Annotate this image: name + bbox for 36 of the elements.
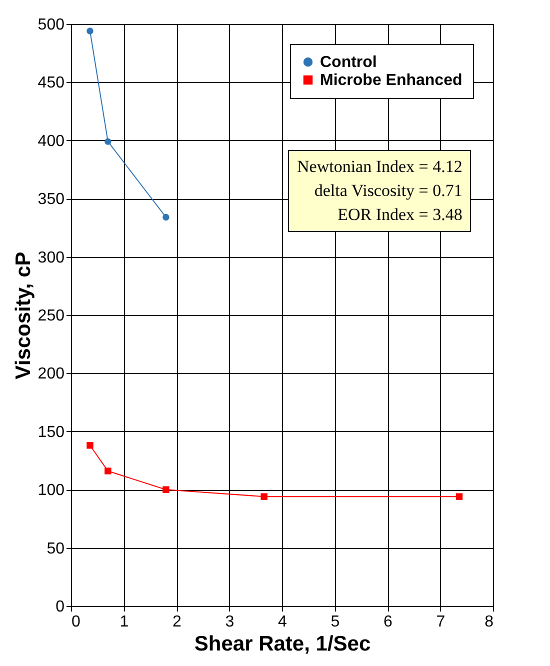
y-tick-label: 100 [38,482,65,500]
point [104,138,112,145]
x-tick-label: 8 [484,614,494,630]
y-axis-title: Viscosity, cP [12,252,35,380]
y-tick-label: 50 [46,540,65,558]
x-tick-label: 3 [225,614,234,630]
x-tick-label: 4 [278,614,288,630]
legend-label: Microbe Enhanced [320,72,462,89]
y-tick-label: 250 [38,308,65,324]
y-tick-label: 450 [38,74,65,92]
y-tick-label: 150 [38,424,65,441]
x-tick-label: 7 [436,614,446,630]
y-tick-label: 400 [38,132,65,150]
x-tick-label: 2 [172,614,182,630]
x-tick-label: 1 [120,614,129,630]
point [86,28,94,34]
note-box: Newtonian Index = 4.12 delta Viscosity = 0.71 EOR Index = 3.48 [288,150,472,232]
x-tick-label: 0 [72,614,80,630]
point [86,442,94,449]
point [104,468,112,474]
y-tick-label: 300 [38,249,65,266]
x-axis-title: Shear Rate, 1/Sec [194,632,371,656]
point [456,493,463,500]
annotation: EOR Index = 3.48 [336,204,462,226]
y-tick-label: 200 [38,366,65,383]
x-tick-label: 5 [330,614,340,630]
x-tick-label: 6 [384,614,393,630]
y-tick-label: 0 [56,598,65,616]
point [260,493,268,500]
y-tick-label: 350 [38,191,65,208]
y-tick-label: 500 [38,16,65,34]
point [162,486,170,493]
legend-label: Control [320,54,377,71]
point [162,214,170,221]
annotation: delta Viscosity = 0.71 [313,180,462,202]
annotation: Newtonian Index = 4.12 [297,156,462,178]
